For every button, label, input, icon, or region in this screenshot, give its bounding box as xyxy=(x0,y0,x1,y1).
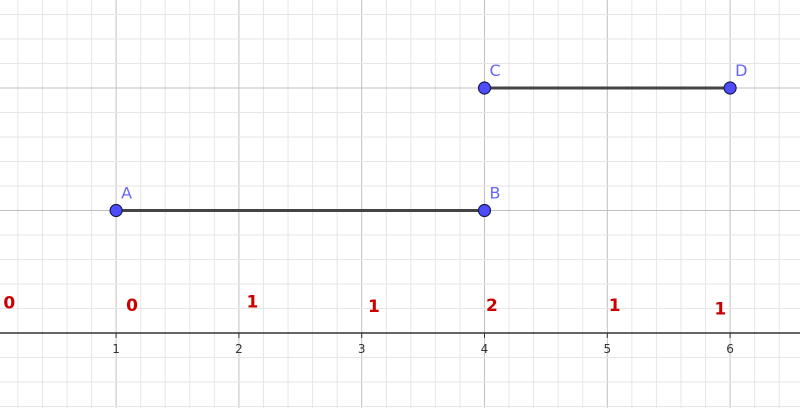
point-label-C: C xyxy=(490,61,501,80)
red-value-label: 0 xyxy=(3,294,15,314)
red-value-label: 1 xyxy=(609,296,621,316)
red-value-label: 0 xyxy=(126,296,138,316)
x-tick-label: 3 xyxy=(358,342,366,356)
red-value-label: 1 xyxy=(714,300,726,320)
point-B[interactable] xyxy=(477,203,492,218)
red-value-label: 1 xyxy=(246,292,258,312)
x-tick-label: 4 xyxy=(481,342,489,356)
x-tick-label: 2 xyxy=(235,342,243,356)
point-label-A: A xyxy=(121,184,132,203)
point-label-D: D xyxy=(735,61,747,80)
red-value-label: 1 xyxy=(368,297,380,317)
x-tick-label: 1 xyxy=(112,342,120,356)
x-tick-label: 6 xyxy=(726,342,734,356)
point-label-B: B xyxy=(490,184,501,203)
point-A[interactable] xyxy=(109,203,123,218)
x-tick-label: 5 xyxy=(603,342,611,356)
point-D[interactable] xyxy=(723,81,737,95)
red-value-label: 2 xyxy=(486,296,498,316)
point-C[interactable] xyxy=(477,81,492,95)
